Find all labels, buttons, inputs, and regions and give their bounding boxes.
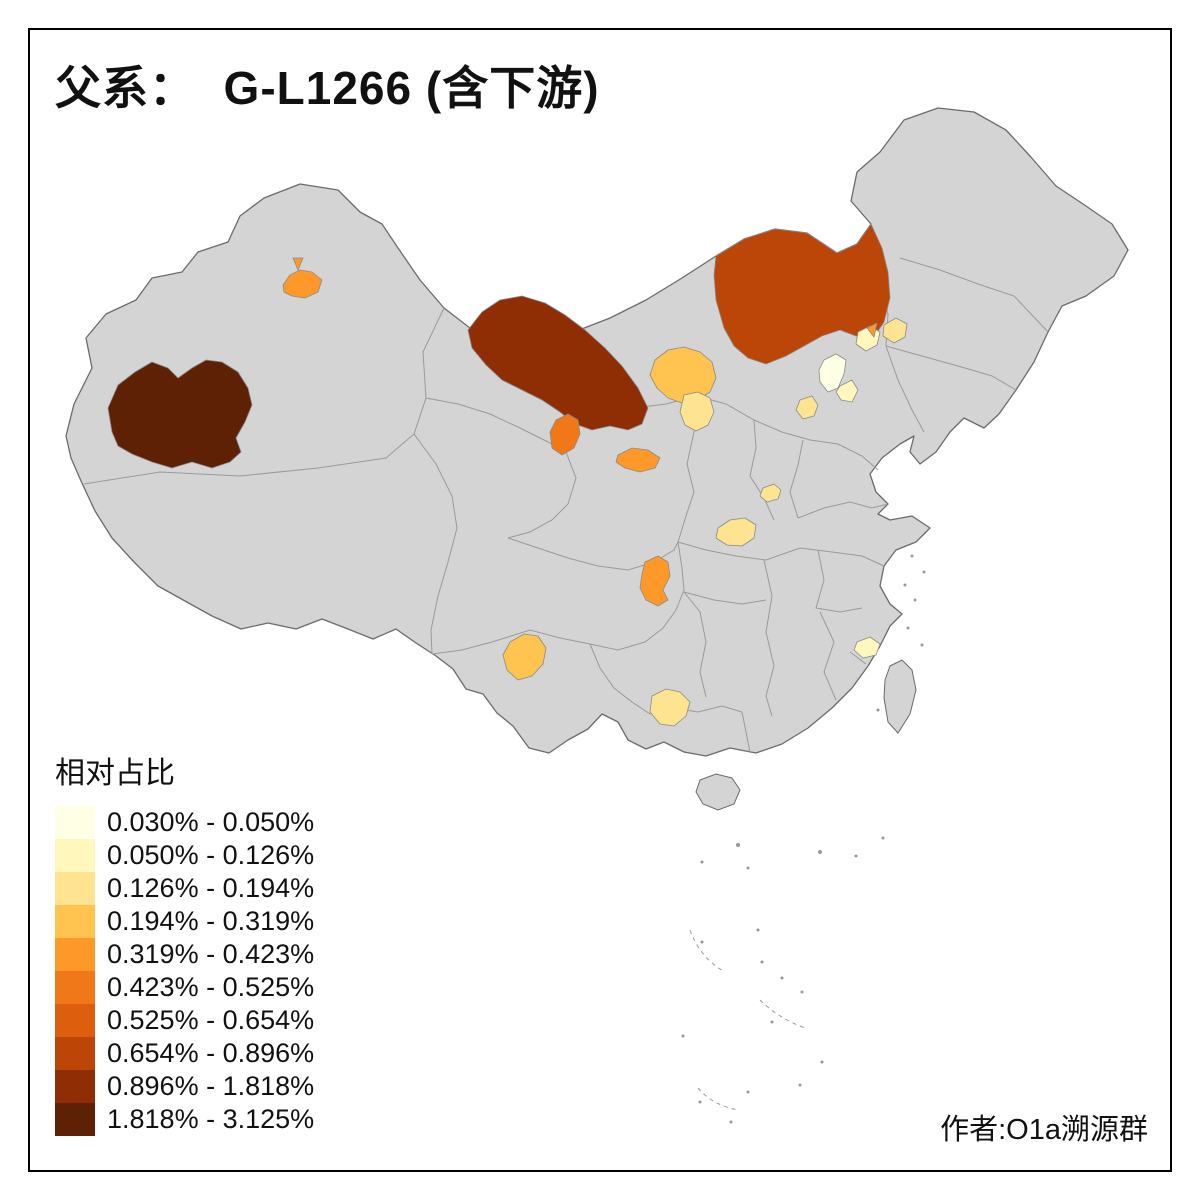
- region-hexi-gansu: [467, 295, 649, 431]
- attribution: 作者:O1a溯源群: [940, 1114, 1148, 1146]
- legend-row: 1.818% - 3.125%: [55, 1103, 314, 1136]
- legend-row: 0.126% - 0.194%: [55, 872, 314, 905]
- legend-row: 0.423% - 0.525%: [55, 971, 314, 1004]
- region-xining-qinghai: [549, 413, 581, 456]
- region-chongqing: [639, 555, 671, 607]
- islands: [695, 659, 917, 811]
- region-south-shaanxi: [715, 517, 757, 547]
- legend-swatch: [55, 1103, 95, 1136]
- legend-swatch: [55, 938, 95, 971]
- legend-label: 0.654% - 0.896%: [107, 1038, 315, 1068]
- region-urumqi: [282, 257, 323, 299]
- legend-label: 0.194% - 0.319%: [107, 906, 315, 936]
- region-south-ningxia: [679, 391, 715, 432]
- region-kashgar-hotan: [107, 359, 253, 469]
- legend-label: 0.030% - 0.050%: [107, 807, 315, 837]
- region-north-ningxia: [649, 346, 717, 404]
- legend-label: 0.423% - 0.525%: [107, 972, 315, 1002]
- legend-label: 1.818% - 3.125%: [107, 1104, 315, 1134]
- page-title: 父系： G-L1266 (含下游): [55, 62, 600, 114]
- legend-swatch: [55, 872, 95, 905]
- region-south-gansu: [615, 447, 661, 473]
- region-west-yunnan: [502, 633, 547, 681]
- region-west-liaoning-dot: [866, 322, 878, 338]
- hainan-island: [695, 773, 741, 811]
- colored-regions: [107, 223, 908, 727]
- legend-row: 0.654% - 0.896%: [55, 1037, 314, 1070]
- legend: 相对占比 0.030% - 0.050% 0.050% - 0.126% 0.1…: [55, 748, 314, 1136]
- legend-swatch: [55, 1037, 95, 1070]
- legend-swatch: [55, 839, 95, 872]
- legend-swatch: [55, 1070, 95, 1103]
- legend-label: 0.525% - 0.654%: [107, 1005, 315, 1035]
- legend-swatch: [55, 806, 95, 839]
- region-beijing: [818, 353, 847, 393]
- region-fujian-coast: [853, 636, 881, 659]
- legend-row: 0.030% - 0.050%: [55, 806, 314, 839]
- region-central-hebei: [795, 395, 819, 420]
- legend-row: 0.525% - 0.654%: [55, 1004, 314, 1037]
- taiwan-island: [883, 659, 917, 734]
- legend-swatch: [55, 971, 95, 1004]
- legend-swatch: [55, 1004, 95, 1037]
- legend-row: 0.194% - 0.319%: [55, 905, 314, 938]
- legend-row: 0.319% - 0.423%: [55, 938, 314, 971]
- legend-label: 0.126% - 0.194%: [107, 873, 315, 903]
- south-china-sea-islets: [681, 554, 926, 1124]
- south-china-sea-reef-lines: [689, 929, 806, 1111]
- region-tianjin: [835, 379, 859, 403]
- legend-row: 0.050% - 0.126%: [55, 839, 314, 872]
- legend-row: 0.896% - 1.818%: [55, 1070, 314, 1103]
- legend-label: 0.050% - 0.126%: [107, 840, 315, 870]
- region-central-shaanxi: [759, 483, 782, 503]
- region-west-liaoning-b: [882, 317, 908, 344]
- legend-swatch: [55, 905, 95, 938]
- legend-title: 相对占比: [55, 757, 175, 790]
- legend-label: 0.896% - 1.818%: [107, 1071, 315, 1101]
- legend-label: 0.319% - 0.423%: [107, 939, 315, 969]
- region-guizhou-guangxi: [649, 688, 691, 727]
